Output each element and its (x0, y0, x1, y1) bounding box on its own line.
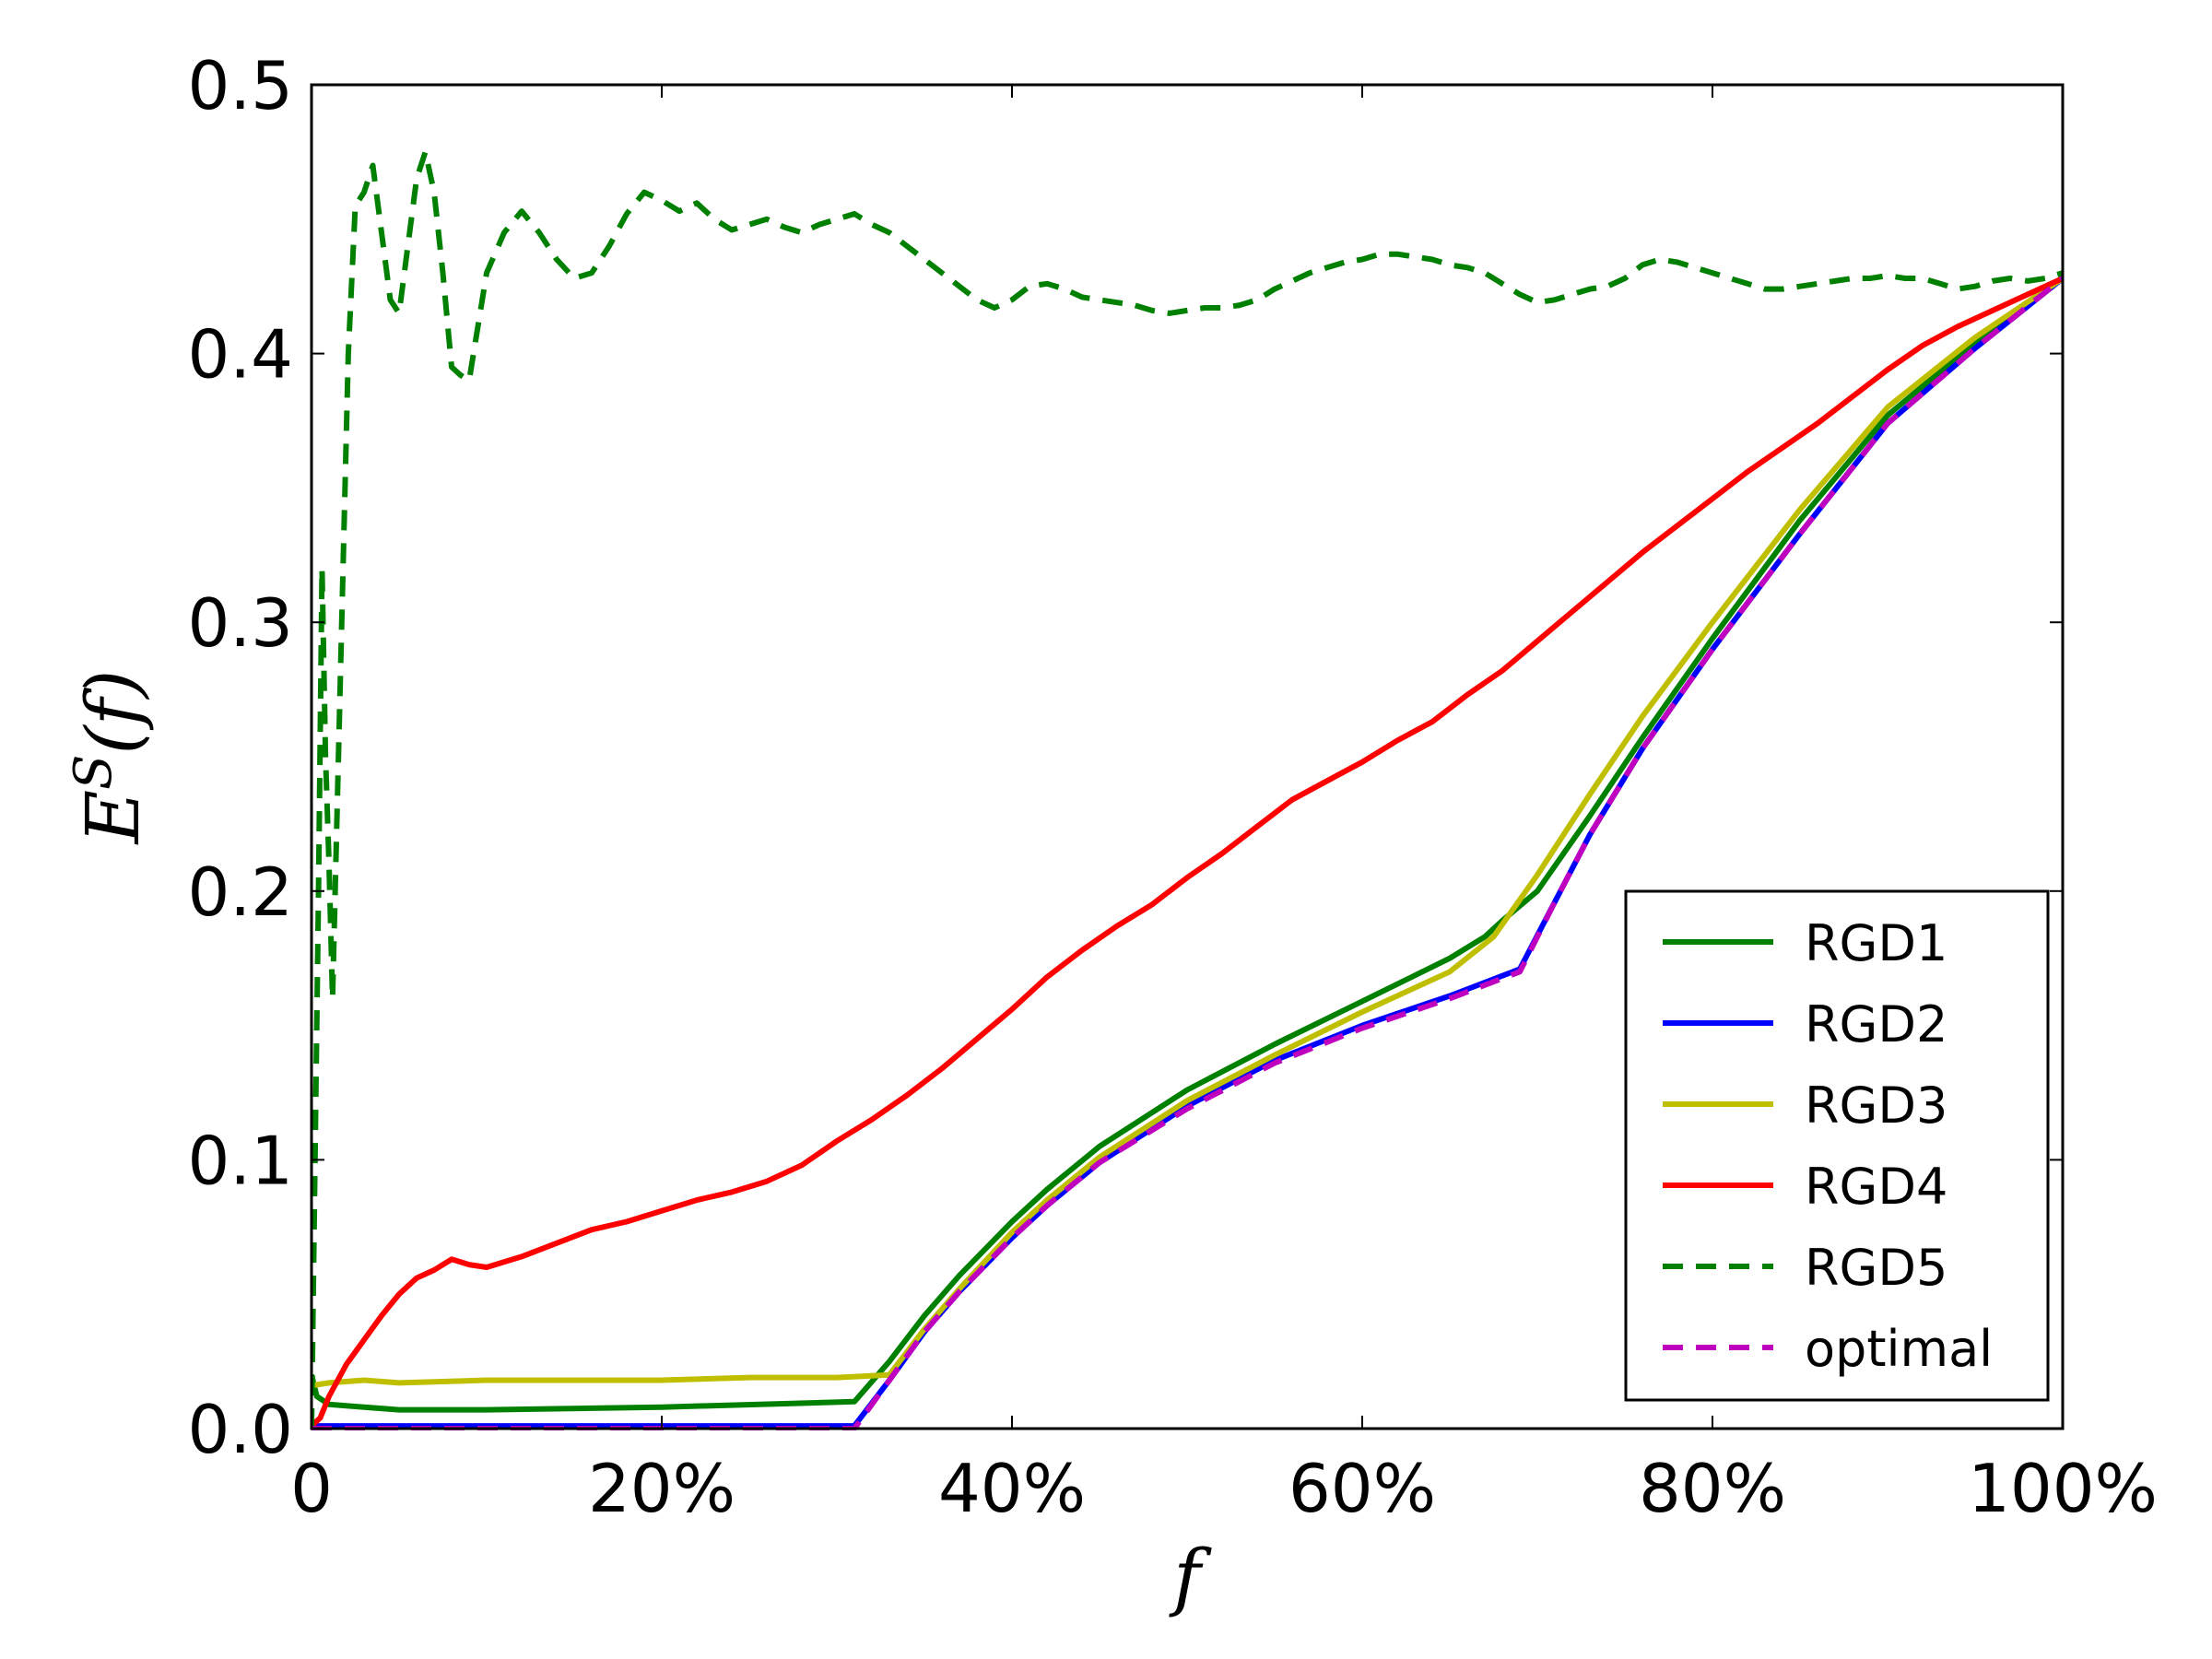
legend-label-rgd4: RGD4 (1805, 1158, 1947, 1216)
y-axis-label: ES(f) (64, 670, 156, 846)
series-line-optimal (312, 276, 2063, 1430)
legend-label-rgd1: RGD1 (1805, 914, 1947, 972)
y-axis-label-base: E (70, 790, 156, 845)
y-tick-label: 0.0 (187, 1391, 293, 1468)
legend-label-rgd5: RGD5 (1805, 1239, 1947, 1297)
x-tick-label: 20% (588, 1450, 735, 1527)
plot-frame (310, 83, 2065, 1430)
series-layer (312, 148, 2063, 1430)
legend-label-rgd3: RGD3 (1805, 1077, 1947, 1135)
y-tick-label: 0.1 (187, 1122, 293, 1199)
series-line-rgd1 (312, 276, 2063, 1413)
ticks-layer: 0 20% 40% 60% 80% 100% 0.0 0.1 0.2 0.3 0.4 0.5 (187, 47, 2157, 1527)
x-tick-label: 60% (1288, 1450, 1436, 1527)
legend-label-optimal: optimal (1805, 1320, 1993, 1378)
x-tick-label: 0 (290, 1450, 333, 1527)
series-line-rgd5 (312, 148, 2063, 1430)
y-tick-label: 0.2 (187, 853, 293, 931)
y-tick-label: 0.3 (187, 584, 293, 662)
x-tick-label: 100% (1968, 1450, 2158, 1527)
x-tick-label: 80% (1639, 1450, 1786, 1527)
labels-layer: f ES(f) (64, 670, 1212, 1619)
y-axis-label-argument: (f) (70, 670, 156, 755)
y-tick-label: 0.4 (187, 316, 293, 394)
legend-label-rgd2: RGD2 (1805, 995, 1947, 1053)
series-line-rgd4 (312, 276, 2063, 1429)
y-tick-label: 0.5 (187, 47, 293, 124)
legend: RGD1 RGD2 RGD3 RGD4 RGD5 optimal (1624, 889, 2050, 1402)
series-line-rgd3 (312, 276, 2063, 1389)
y-axis-label-superscript: S (64, 755, 124, 790)
x-tick-label: 40% (938, 1450, 1086, 1527)
legend-box (1624, 889, 2050, 1402)
